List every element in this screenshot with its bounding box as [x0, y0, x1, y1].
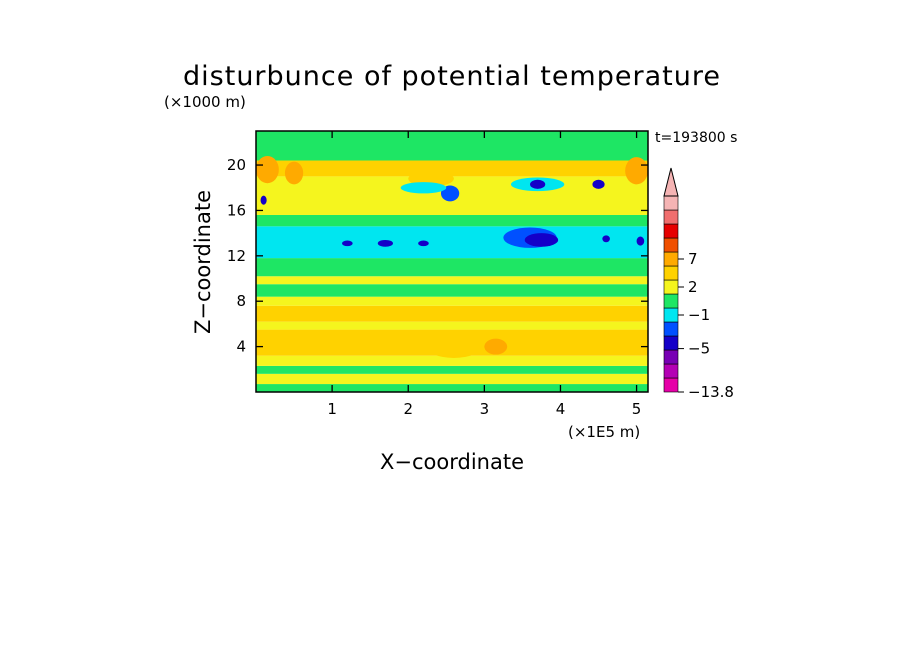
contour-band: [256, 226, 648, 259]
contour-band: [256, 284, 648, 297]
colorbar-level: [663, 321, 679, 337]
colorbar-level: [663, 363, 679, 379]
contour-band: [256, 355, 648, 366]
y-tick-label: 8: [236, 292, 246, 310]
colorbar: 7 2 −1 −5 −13.8: [663, 167, 734, 401]
y-tick-label: 16: [227, 201, 246, 219]
y-axis-label: Z−coordinate: [191, 190, 215, 334]
contour-field: [256, 131, 648, 392]
x-tick-label: 3: [480, 400, 490, 418]
contour-band: [256, 160, 648, 177]
x-unit-label: (×1E5 m): [568, 423, 640, 441]
colorbar-level: [663, 349, 679, 365]
contour-patch: [484, 338, 508, 355]
contour-band: [256, 365, 648, 374]
colorbar-level: [663, 209, 679, 225]
colorbar-level: [663, 377, 679, 393]
contour-band: [256, 373, 648, 385]
colorbar-level: [663, 279, 679, 295]
contour-patch: [440, 185, 460, 202]
colorbar-level: [663, 195, 679, 211]
time-label: t=193800 s: [655, 130, 737, 146]
colorbar-label: −5: [688, 340, 710, 358]
contour-band: [256, 296, 648, 306]
y-tick-label: 4: [236, 338, 246, 356]
colorbar-level: [663, 307, 679, 323]
contour-patch: [400, 182, 447, 194]
colorbar-label: 7: [688, 250, 698, 268]
contour-patch: [342, 240, 353, 247]
contour-patch: [530, 179, 546, 189]
colorbar-level: [663, 265, 679, 281]
contour-band: [256, 305, 648, 322]
colorbar-label: 2: [688, 278, 698, 296]
contour-band: [256, 214, 648, 227]
contour-patch: [602, 235, 610, 243]
contour-patch: [260, 195, 267, 205]
contour-patch: [625, 157, 648, 185]
colorbar-level: [663, 251, 679, 267]
x-tick-label: 5: [632, 400, 642, 418]
contour-patch: [524, 233, 559, 247]
y-tick-label: 12: [227, 247, 246, 265]
x-tick-label: 2: [403, 400, 413, 418]
x-tick-label: 1: [327, 400, 337, 418]
z-unit-label: (×1000 m): [164, 93, 246, 111]
y-tick-label: 20: [227, 156, 246, 174]
contour-patch: [284, 161, 304, 185]
contour-band: [256, 384, 648, 392]
colorbar-level: [663, 293, 679, 309]
contour-band: [256, 276, 648, 285]
x-tick-label: 4: [556, 400, 566, 418]
contour-patch: [592, 179, 605, 189]
chart-title: disturbunce of potential temperature: [183, 61, 721, 92]
x-axis-label: X−coordinate: [380, 450, 524, 474]
contour-patch: [418, 240, 429, 247]
contour-patch: [636, 236, 645, 246]
colorbar-level: [663, 335, 679, 351]
contour-patch: [256, 155, 279, 184]
colorbar-level: [663, 223, 679, 239]
contour-band: [256, 258, 648, 277]
contour-patch: [377, 239, 394, 247]
contour-band: [256, 321, 648, 330]
colorbar-label: −1: [688, 306, 710, 324]
contour-band: [256, 131, 648, 161]
colorbar-extend-arrow: [663, 167, 679, 197]
colorbar-label: −13.8: [688, 383, 734, 401]
plot-frame: [255, 130, 649, 393]
colorbar-level: [663, 237, 679, 253]
contour-patch: [423, 330, 485, 358]
